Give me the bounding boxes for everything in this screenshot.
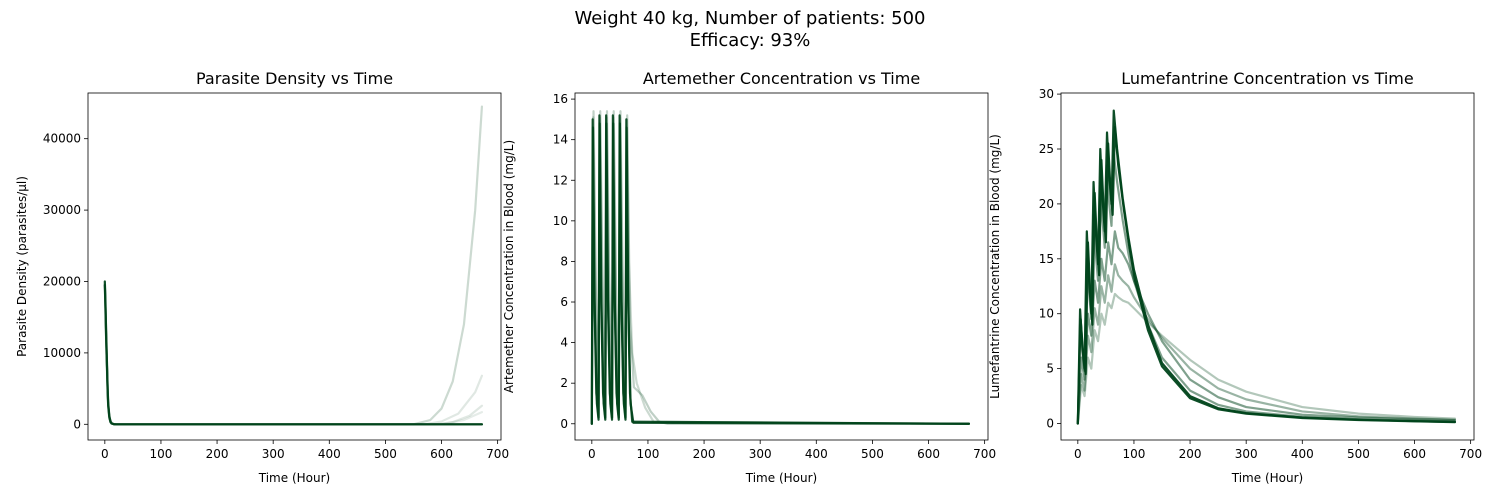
- x-tick-label: 100: [636, 447, 659, 461]
- series-line: [590, 122, 971, 425]
- series-line: [1076, 292, 1457, 425]
- x-tick-label: 500: [1347, 447, 1370, 461]
- series-line: [1076, 125, 1457, 425]
- series-group: [590, 110, 971, 425]
- subplot-1: 0 100 200 300 400 500 600 700 0 10000 20000 30000 40…: [15, 69, 509, 485]
- series-line: [1076, 230, 1457, 425]
- y-tick-label: 20000: [43, 274, 81, 288]
- x-axis-label: Time (Hour): [258, 471, 330, 485]
- series-line: [103, 283, 484, 426]
- axes-frame: [574, 92, 989, 441]
- y-tick-label: 10: [1039, 307, 1054, 321]
- x-tick-label: 400: [1291, 447, 1314, 461]
- y-tick-label: 10: [553, 214, 568, 228]
- y-tick-label: 4: [560, 336, 568, 350]
- x-tick-label: 700: [1459, 447, 1482, 461]
- x-tick-label: 300: [749, 447, 772, 461]
- y-tick-label: 0: [73, 417, 81, 431]
- x-tick-label: 0: [588, 447, 596, 461]
- x-tick-label: 700: [973, 447, 996, 461]
- x-tick-label: 700: [486, 447, 509, 461]
- axes-frame: [87, 92, 502, 441]
- x-tick-label: 200: [1179, 447, 1202, 461]
- subplot-title: Artemether Concentration vs Time: [643, 69, 920, 88]
- series-line: [1076, 109, 1457, 425]
- y-tick-label: 2: [560, 376, 568, 390]
- y-tick-label: 40000: [43, 132, 81, 146]
- series-line: [103, 105, 484, 426]
- y-tick-label: 12: [553, 173, 568, 187]
- series-line: [1076, 263, 1457, 425]
- x-tick-label: 400: [805, 447, 828, 461]
- y-tick-label: 6: [560, 295, 568, 309]
- x-tick-label: 600: [917, 447, 940, 461]
- y-tick-label: 0: [1046, 417, 1054, 431]
- x-tick-label: 100: [1122, 447, 1145, 461]
- x-axis-label: Time (Hour): [1231, 471, 1303, 485]
- y-tick-label: 30000: [43, 203, 81, 217]
- series-line: [103, 284, 484, 426]
- series-line: [1076, 153, 1457, 425]
- y-tick-label: 30: [1039, 87, 1054, 101]
- y-tick-label: 0: [560, 417, 568, 431]
- x-tick-label: 300: [262, 447, 285, 461]
- series-line: [103, 283, 484, 426]
- subplot-title: Lumefantrine Concentration vs Time: [1121, 69, 1413, 88]
- x-tick-label: 300: [1235, 447, 1258, 461]
- x-axis-label: Time (Hour): [745, 471, 817, 485]
- x-tick-label: 0: [1074, 447, 1082, 461]
- x-tick-label: 500: [374, 447, 397, 461]
- subplot-3: 0 100 200 300 400 500 600 700 0 5 10 15 20 25 30 Lumefa…: [988, 69, 1482, 485]
- y-tick-label: 20: [1039, 197, 1054, 211]
- y-tick-label: 25: [1039, 142, 1054, 156]
- subplot-title: Parasite Density vs Time: [196, 69, 393, 88]
- suptitle-line-1: Weight 40 kg, Number of patients: 500: [574, 8, 926, 29]
- x-tick-label: 600: [430, 447, 453, 461]
- y-tick-label: 8: [560, 254, 568, 268]
- x-tick-label: 600: [1403, 447, 1426, 461]
- y-tick-label: 16: [553, 92, 568, 106]
- suptitle-line-2: Efficacy: 93%: [689, 30, 811, 51]
- y-tick-label: 10000: [43, 346, 81, 360]
- subplot-2: 0 100 200 300 400 500 600 700 0 2 4 6 8 10 12 14 16 Artem…: [502, 69, 996, 485]
- y-axis-label: Parasite Density (parasites/µl): [15, 176, 29, 357]
- y-axis-label: Artemether Concentration in Blood (mg/L): [502, 140, 516, 393]
- series-group: [103, 105, 484, 426]
- x-tick-label: 200: [693, 447, 716, 461]
- series-line: [590, 114, 971, 425]
- x-tick-label: 100: [149, 447, 172, 461]
- y-tick-label: 5: [1046, 362, 1054, 376]
- y-tick-label: 14: [553, 133, 568, 147]
- x-tick-label: 500: [861, 447, 884, 461]
- series-line: [103, 280, 484, 426]
- x-tick-label: 200: [206, 447, 229, 461]
- y-tick-label: 15: [1039, 252, 1054, 266]
- y-axis-label: Lumefantrine Concentration in Blood (mg/…: [988, 134, 1002, 399]
- series-line: [590, 110, 971, 425]
- x-tick-label: 0: [101, 447, 109, 461]
- series-line: [103, 281, 484, 426]
- series-group: [1076, 109, 1457, 425]
- x-tick-label: 400: [318, 447, 341, 461]
- axes-frame: [1060, 92, 1475, 441]
- series-line: [590, 116, 971, 425]
